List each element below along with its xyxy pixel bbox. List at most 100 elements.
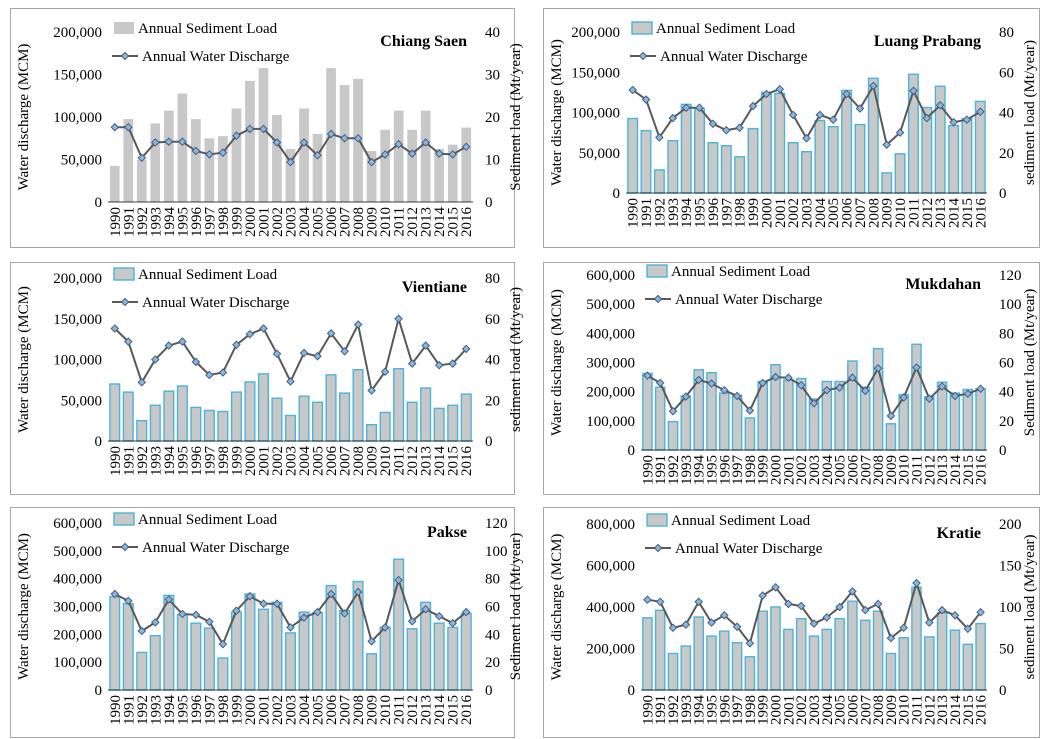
x-tick-label: 2015 — [446, 207, 462, 237]
discharge-point — [976, 384, 985, 393]
discharge-point — [137, 377, 147, 387]
sediment-bar — [109, 165, 120, 202]
right-tick-label: 0 — [485, 683, 493, 699]
station-title: Kratie — [937, 525, 981, 542]
sediment-bar — [911, 343, 922, 451]
x-tick-label: 2004 — [820, 455, 836, 486]
left-tick-label: 500,000 — [53, 544, 102, 560]
station-title: Chiang Saen — [380, 33, 467, 50]
legend-bar-swatch — [646, 264, 668, 278]
right-tick-label: 100 — [485, 544, 508, 560]
sediment-bar — [176, 385, 188, 442]
discharge-point — [164, 341, 174, 350]
x-tick-label: 2008 — [351, 207, 367, 237]
left-axis-title: Water discharge (MCM) — [549, 534, 565, 681]
sediment-bar — [136, 419, 148, 442]
x-tick-label: 1993 — [148, 207, 164, 237]
sediment-bar — [642, 617, 653, 691]
sediment-bar — [760, 91, 772, 194]
x-tick-label: 1990 — [640, 695, 656, 725]
legend-line-marker — [653, 294, 663, 304]
x-tick-label: 1992 — [666, 695, 682, 725]
sediment-bar — [936, 381, 948, 451]
discharge-point — [788, 110, 798, 120]
left-tick-label: 200,000 — [571, 25, 620, 41]
discharge-point — [272, 349, 282, 359]
discharge-point — [380, 623, 390, 632]
sediment-bar — [203, 627, 215, 691]
discharge-point — [340, 609, 349, 618]
sediment-bar — [948, 124, 960, 194]
discharge-point — [164, 137, 174, 147]
discharge-point — [707, 618, 716, 627]
discharge-point — [123, 337, 133, 346]
sediment-bar — [257, 373, 270, 442]
sediment-bar — [191, 119, 201, 202]
discharge-point — [895, 128, 905, 137]
sediment-bar — [834, 617, 845, 691]
x-tick-label: 2004 — [297, 207, 313, 238]
sediment-bar — [731, 641, 743, 691]
x-tick-label: 1995 — [705, 455, 721, 485]
discharge-point — [178, 137, 187, 147]
discharge-point — [886, 633, 896, 643]
sediment-bar — [258, 68, 269, 202]
sediment-bar — [447, 144, 458, 202]
legend-line-label: Annual Water Discharge — [675, 292, 823, 308]
sediment-bar — [272, 114, 282, 202]
x-tick-label: 2005 — [311, 695, 327, 725]
sediment-bar — [433, 407, 445, 442]
sediment-bar — [783, 628, 794, 691]
discharge-point — [735, 123, 744, 133]
x-tick-label: 2016 — [974, 455, 990, 486]
sediment-bar — [299, 108, 309, 202]
sediment-bar — [808, 635, 820, 691]
legend-bar-swatch — [113, 267, 135, 281]
x-tick-label: 2016 — [974, 695, 990, 726]
chart-panel-vientiane: 0 50,000 100,000 150,000 200,000 0 20 40 60 80 199… — [10, 262, 524, 495]
discharge-point — [694, 375, 704, 385]
sediment-bar — [136, 159, 147, 202]
right-axis-title: Sediment load (Mt/year) — [1022, 289, 1038, 436]
discharge-point — [860, 386, 870, 396]
discharge-point — [802, 133, 811, 143]
left-tick-label: 50,000 — [61, 393, 102, 409]
x-tick-label: 2006 — [845, 455, 861, 486]
discharge-point — [407, 616, 417, 626]
sediment-bar — [420, 110, 431, 202]
sediment-bar — [406, 628, 418, 691]
sediment-bar — [654, 386, 666, 451]
sediment-bar — [285, 148, 296, 202]
discharge-point — [869, 81, 878, 91]
left-tick-label: 200,000 — [53, 271, 102, 287]
discharge-point — [205, 150, 214, 159]
sediment-bar — [706, 635, 717, 691]
discharge-point — [299, 138, 309, 147]
sediment-bar — [680, 645, 692, 691]
x-tick-label: 1997 — [730, 695, 746, 726]
x-tick-label: 2004 — [820, 695, 836, 726]
discharge-point — [796, 601, 806, 611]
sediment-bar — [379, 626, 391, 691]
discharge-point — [218, 368, 228, 377]
x-tick-label: 2013 — [419, 207, 435, 237]
x-tick-label: 1997 — [202, 446, 218, 477]
right-axis-title: sediment load (Mt/year) — [508, 287, 524, 432]
left-tick-label: 200,000 — [586, 385, 635, 401]
sediment-bar — [654, 609, 666, 691]
sediment-bar — [744, 656, 756, 691]
sediment-bar — [352, 368, 364, 442]
sediment-bar — [653, 169, 665, 194]
sediment-bar — [122, 602, 134, 691]
discharge-point — [367, 636, 376, 646]
x-tick-label: 2003 — [800, 198, 816, 228]
discharge-point — [937, 382, 947, 391]
x-tick-label: 2011 — [392, 446, 408, 475]
left-tick-label: 100,000 — [586, 414, 635, 430]
x-tick-label: 2002 — [270, 446, 286, 476]
left-tick-label: 100,000 — [53, 655, 102, 671]
x-tick-label: 1993 — [148, 695, 164, 725]
x-tick-label: 2002 — [794, 455, 810, 485]
discharge-point — [380, 150, 390, 159]
left-tick-label: 150,000 — [53, 312, 102, 328]
